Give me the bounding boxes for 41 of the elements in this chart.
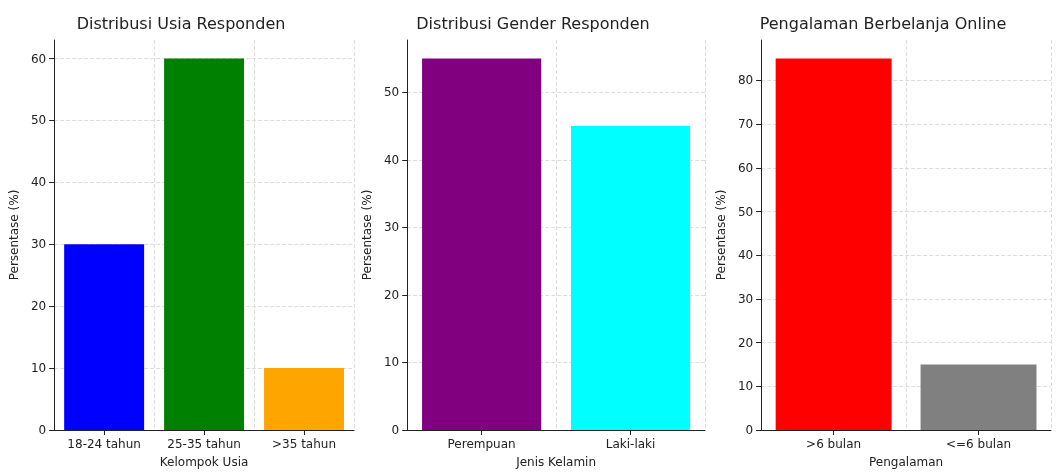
y-tick-label: 30 (30, 237, 47, 252)
y-tick-label: 70 (737, 117, 754, 132)
x-tick-label: Perempuan (447, 437, 516, 451)
y-tick-label: 10 (737, 379, 754, 394)
y-tick-label: 0 (391, 423, 400, 437)
chart-title: Distribusi Gender Responden (416, 13, 650, 33)
x-tick-label: Laki-laki (605, 437, 656, 451)
y-axis-title: Persentase (%) (360, 189, 374, 281)
x-tick-label: <=6 bulan (946, 437, 1012, 451)
bar (164, 58, 245, 430)
y-tick-label: 30 (737, 291, 754, 306)
y-tick-label: 10 (30, 361, 47, 376)
y-tick-label: 30 (383, 220, 400, 235)
chart-title: Distribusi Usia Responden (76, 13, 286, 33)
y-tick-label: 60 (737, 160, 754, 175)
y-axis-title: Persentase (%) (714, 189, 728, 281)
x-axis-title: Kelompok Usia (159, 455, 249, 469)
y-tick-label: 40 (383, 152, 400, 167)
y-tick-label: 40 (737, 248, 754, 263)
x-axis-title: Jenis Kelamin (515, 455, 597, 469)
y-tick-label: 60 (30, 51, 47, 66)
x-tick-label: 25-35 tahun (167, 437, 241, 451)
y-axis-title: Persentase (%) (7, 189, 21, 281)
y-tick-label: 10 (383, 355, 400, 370)
x-axis-title: Pengalaman (869, 455, 944, 469)
y-tick-label: 20 (30, 299, 47, 314)
y-tick-label: 0 (745, 423, 754, 437)
x-tick-label: >6 bulan (806, 437, 862, 451)
y-tick-label: 20 (737, 335, 754, 350)
y-tick-label: 80 (737, 73, 754, 88)
y-tick-label: 20 (383, 287, 400, 302)
y-tick-label: 50 (30, 113, 47, 128)
x-tick-label: >35 tahun (272, 437, 337, 451)
chart-title: Pengalaman Berbelanja Online (759, 13, 1007, 33)
y-tick-label: 0 (38, 423, 47, 437)
bar (264, 368, 345, 430)
bar (64, 244, 145, 430)
y-tick-label: 40 (30, 175, 47, 190)
y-tick-label: 50 (383, 85, 400, 100)
y-tick-label: 50 (737, 204, 754, 219)
x-tick-label: 18-24 tahun (67, 437, 141, 451)
